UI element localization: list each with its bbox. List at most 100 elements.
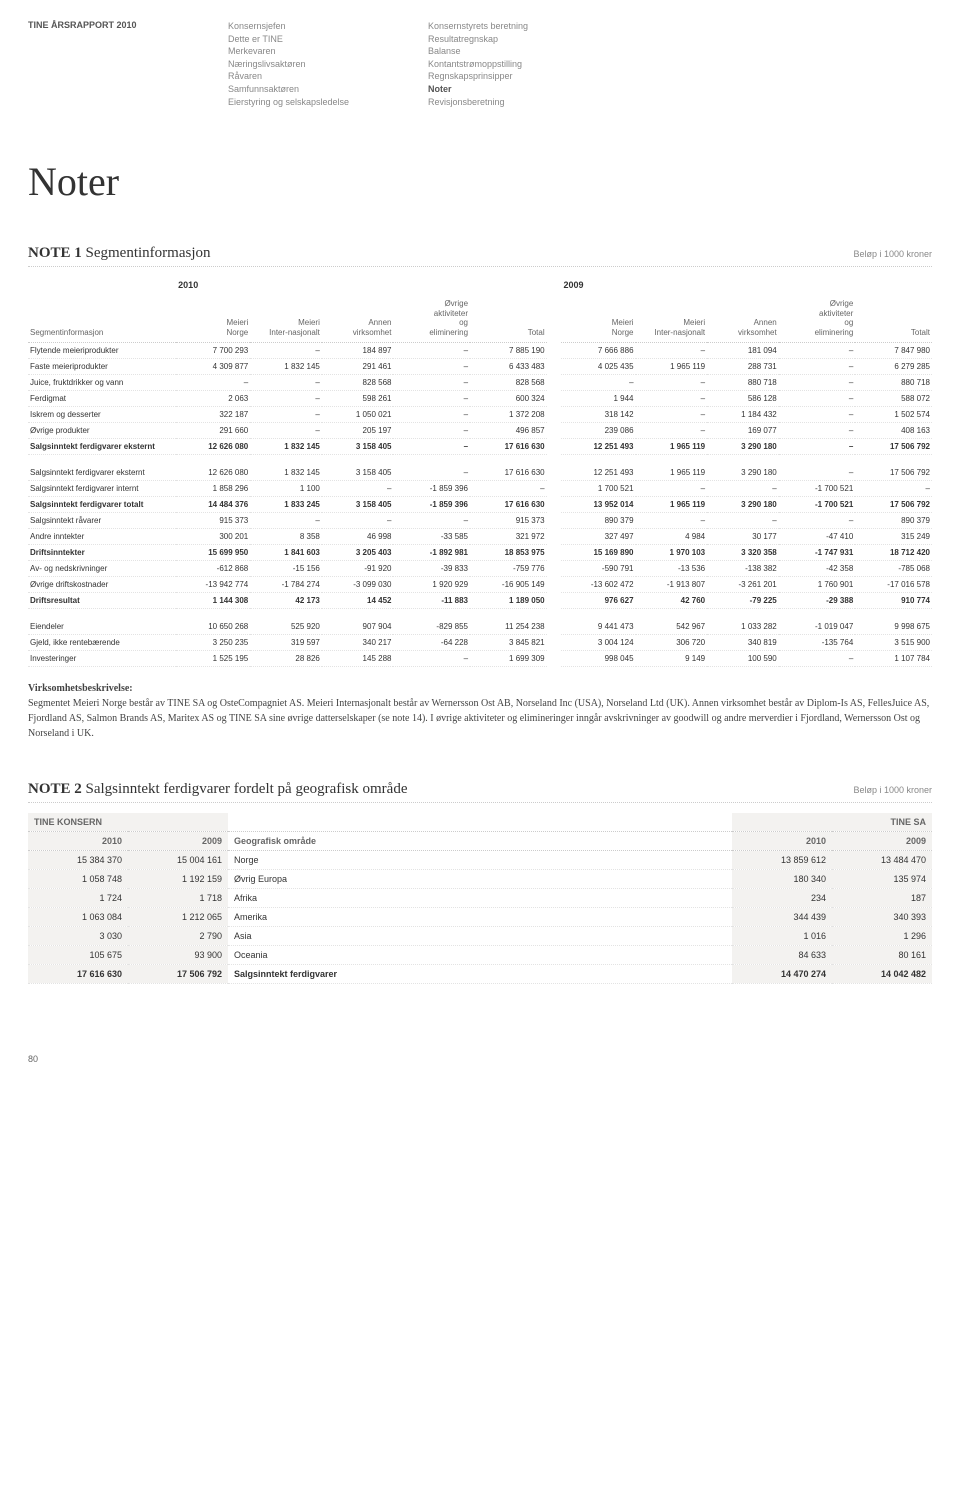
cell: 318 142 (561, 406, 635, 422)
note2-table: TINE KONSERN TINE SA 2010 2009 Geografis… (28, 813, 932, 984)
cell: -47 410 (779, 528, 856, 544)
nav-item[interactable]: Revisjonsberetning (428, 96, 628, 109)
cell: – (322, 480, 394, 496)
row-label: Øvrig Europa (228, 869, 732, 888)
note1-title: Segmentinformasjon (86, 245, 211, 261)
nav-item[interactable]: Resultatregnskap (428, 33, 628, 46)
cell: 3 845 821 (470, 634, 547, 650)
nav-item[interactable]: Dette er TINE (228, 33, 428, 46)
left-group: TINE KONSERN (28, 813, 228, 832)
cell: -11 883 (393, 592, 470, 608)
cell: 1 944 (561, 390, 635, 406)
cell: – (250, 374, 322, 390)
cell: -612 868 (176, 560, 250, 576)
nav-item[interactable]: Råvaren (228, 70, 428, 83)
cell: 13 484 470 (832, 850, 932, 869)
table-row: Ferdigmat2 063–598 261–600 3241 944–586 … (28, 390, 932, 406)
nav-item[interactable]: Eierstyring og selskapsledelse (228, 96, 428, 109)
cell: 46 998 (322, 528, 394, 544)
cell: 18 853 975 (470, 544, 547, 560)
cell: 181 094 (707, 342, 779, 358)
cell: 1 970 103 (636, 544, 708, 560)
table-row: 1 7241 718Afrika234187 (28, 888, 932, 907)
cell: 907 904 (322, 619, 394, 635)
table-row: Investeringer1 525 19528 826145 288–1 69… (28, 650, 932, 666)
header-nav-col1: KonsernsjefenDette er TINEMerkevarenNæri… (228, 20, 428, 108)
cell: 1 965 119 (636, 358, 708, 374)
nav-item[interactable]: Samfunnsaktøren (228, 83, 428, 96)
nav-item[interactable]: Næringslivsaktøren (228, 58, 428, 71)
cell: 3 290 180 (707, 465, 779, 481)
cell: 145 288 (322, 650, 394, 666)
cell: 4 309 877 (176, 358, 250, 374)
nav-item[interactable]: Noter (428, 83, 628, 96)
cell: 17 616 630 (28, 964, 128, 983)
row-label: Salgsinntekt ferdigvarer eksternt (28, 438, 176, 454)
cell: -91 920 (322, 560, 394, 576)
cell: – (779, 512, 856, 528)
cell: 1 832 145 (250, 465, 322, 481)
cell: 3 158 405 (322, 496, 394, 512)
column-header: Segmentinformasjon (28, 296, 176, 342)
cell: -17 016 578 (855, 576, 932, 592)
body-heading: Virksomhetsbeskrivelse: (28, 683, 133, 694)
cell: 42 760 (636, 592, 708, 608)
cell: 12 251 493 (561, 438, 635, 454)
nav-item[interactable]: Kontantstrømoppstilling (428, 58, 628, 71)
year-row: 2010 2009 (28, 277, 932, 296)
note1-label: NOTE 1 (28, 245, 82, 261)
row-label: Flytende meieriprodukter (28, 342, 176, 358)
cell: 15 384 370 (28, 850, 128, 869)
table-row: Driftsinntekter15 699 9501 841 6033 205 … (28, 544, 932, 560)
note2-title: Salgsinntekt ferdigvarer fordelt på geog… (86, 781, 408, 797)
cell: – (636, 342, 708, 358)
nav-item[interactable]: Regnskapsprinsipper (428, 70, 628, 83)
cell: 1 858 296 (176, 480, 250, 496)
cell: 17 506 792 (855, 496, 932, 512)
cell: 1 841 603 (250, 544, 322, 560)
nav-item[interactable]: Konsernsjefen (228, 20, 428, 33)
column-header: MeieriInter-nasjonalt (250, 296, 322, 342)
cell: 828 568 (322, 374, 394, 390)
cell: 3 250 235 (176, 634, 250, 650)
column-header: Total (470, 296, 547, 342)
cell: -13 536 (636, 560, 708, 576)
row-label: Faste meieriprodukter (28, 358, 176, 374)
cell: 1 965 119 (636, 496, 708, 512)
table-row: Salgsinntekt ferdigvarer internt1 858 29… (28, 480, 932, 496)
table-row: 17 616 63017 506 792Salgsinntekt ferdigv… (28, 964, 932, 983)
cell: 1 033 282 (707, 619, 779, 635)
cell: 1 832 145 (250, 438, 322, 454)
cell: -1 913 807 (636, 576, 708, 592)
cell: 998 045 (561, 650, 635, 666)
row-label: Salgsinntekt ferdigvarer internt (28, 480, 176, 496)
cell: -1 747 931 (779, 544, 856, 560)
nav-item[interactable]: Konsernstyrets beretning (428, 20, 628, 33)
cell: 15 169 890 (561, 544, 635, 560)
cell: 322 187 (176, 406, 250, 422)
row-label: Av- og nedskrivninger (28, 560, 176, 576)
cell: 340 217 (322, 634, 394, 650)
cell: 84 633 (732, 945, 832, 964)
note2-label: NOTE 2 (28, 781, 82, 797)
cell: 1 063 084 (28, 907, 128, 926)
nav-item[interactable]: Balanse (428, 45, 628, 58)
cell: 1 144 308 (176, 592, 250, 608)
column-header: MeieriNorge (561, 296, 635, 342)
cell: -29 388 (779, 592, 856, 608)
cell: – (470, 480, 547, 496)
cell: 542 967 (636, 619, 708, 635)
note1-body: Virksomhetsbeskrivelse: Segmentet Meieri… (28, 681, 932, 741)
row-label: Oceania (228, 945, 732, 964)
cell: – (707, 480, 779, 496)
cell: – (250, 512, 322, 528)
cell: 1 372 208 (470, 406, 547, 422)
cell: 890 379 (561, 512, 635, 528)
cell: -1 784 274 (250, 576, 322, 592)
cell: 586 128 (707, 390, 779, 406)
mid-header: Geografisk område (228, 831, 732, 850)
cell: 880 718 (707, 374, 779, 390)
cell: – (250, 390, 322, 406)
nav-item[interactable]: Merkevaren (228, 45, 428, 58)
cell: -64 228 (393, 634, 470, 650)
